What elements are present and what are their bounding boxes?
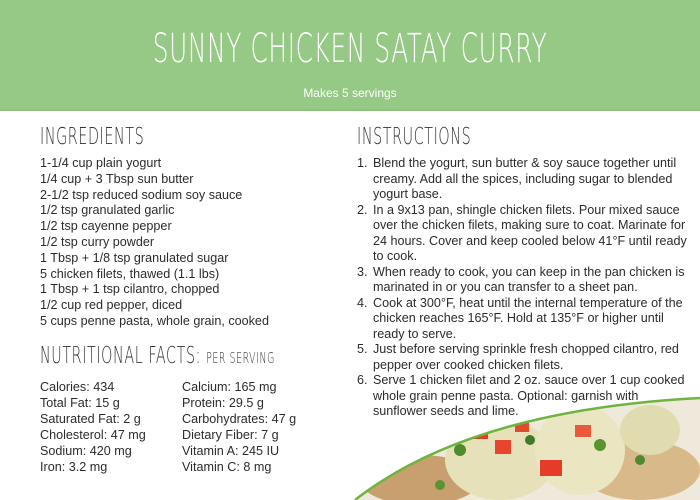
step-text: Just before serving sprinkle fresh chopp… (373, 342, 679, 372)
list-item: Vitamin C: 8 mg (182, 460, 272, 474)
ingredients-list: 1-1/4 cup plain yogurt 1/4 cup + 3 Tbsp s… (40, 156, 269, 330)
list-item: Calcium: 165 mg (182, 380, 277, 394)
step-number: 6. (357, 373, 368, 387)
list-item: Dietary Fiber: 7 g (182, 428, 279, 442)
step-number: 3. (357, 264, 368, 279)
list-item: 1 Tbsp + 1/8 tsp granulated sugar (40, 250, 229, 265)
list-item: Sodium: 420 mg (40, 444, 132, 458)
header-banner: SUNNY CHICKEN SATAY CURRY Makes 5 servin… (0, 0, 700, 111)
list-item: 1-1/4 cup plain yogurt (40, 156, 162, 170)
nutrition-heading: NUTRITIONAL FACTS: PER SERVING (40, 343, 275, 369)
instruction-step: 5. Just before serving sprinkle fresh cho… (357, 342, 687, 373)
list-item: 1/2 tsp cayenne pepper (40, 219, 172, 234)
list-item: Iron: 3.2 mg (40, 460, 108, 474)
instruction-step: 2. In a 9x13 pan, shingle chicken filets.… (357, 203, 687, 265)
nutrition-column-1: Calories: 434 Total Fat: 15 g Saturated Fa… (40, 379, 146, 475)
list-item: 1/2 cup red pepper, diced (40, 298, 183, 313)
list-item: Cholesterol: 47 mg (40, 428, 146, 442)
instruction-step: 3. When ready to cook, you can keep in th… (357, 265, 687, 296)
step-number: 5. (357, 342, 368, 356)
step-number: 1. (357, 156, 368, 170)
instruction-step: 6. Serve 1 chicken filet and 2 oz. sauce … (357, 373, 687, 420)
nutrition-column-2: Calcium: 165 mg Protein: 29.5 g Carbohydra… (182, 379, 296, 475)
servings-text: Makes 5 servings (303, 86, 397, 100)
step-text: Serve 1 chicken filet and 2 oz. sauce ov… (373, 373, 685, 418)
recipe-title: SUNNY CHICKEN SATAY CURRY (152, 26, 548, 72)
step-text: In a 9x13 pan, shingle chicken filets. P… (373, 202, 687, 264)
step-text: Cook at 300°F, heat until the internal t… (373, 295, 683, 341)
step-text: When ready to cook, you can keep in the … (373, 264, 685, 295)
list-item: 1/2 tsp curry powder (40, 234, 155, 249)
step-text: Blend the yogurt, sun butter & soy sauce… (373, 156, 677, 201)
list-item: 2-1/2 tsp reduced sodium soy sauce (40, 187, 243, 202)
list-item: Total Fat: 15 g (40, 396, 120, 410)
list-item: Calories: 434 (40, 380, 115, 394)
list-item: 1/4 cup + 3 Tbsp sun butter (40, 171, 194, 186)
list-item: Protein: 29.5 g (182, 396, 264, 410)
nutrition-title: NUTRITIONAL FACTS: (40, 343, 202, 369)
step-number: 2. (357, 202, 368, 217)
ingredients-heading: INGREDIENTS (40, 124, 145, 150)
step-number: 4. (357, 295, 368, 310)
instruction-step: 4. Cook at 300°F, heat until the internal… (357, 296, 687, 343)
list-item: Carbohydrates: 47 g (182, 412, 297, 426)
list-item: 5 cups penne pasta, whole grain, cooked (40, 313, 269, 328)
list-item: Saturated Fat: 2 g (40, 412, 141, 426)
list-item: Vitamin A: 245 IU (182, 444, 280, 458)
per-serving-label: PER SERVING (206, 349, 275, 367)
instruction-step: 1. Blend the yogurt, sun butter & soy sau… (357, 156, 687, 203)
instructions-list: 1. Blend the yogurt, sun butter & soy sau… (357, 156, 687, 420)
list-item: 5 chicken filets, thawed (1.1 lbs) (40, 266, 220, 281)
instructions-heading: INSTRUCTIONS (357, 124, 472, 150)
list-item: 1/2 tsp granulated garlic (40, 203, 175, 218)
list-item: 1 Tbsp + 1 tsp cilantro, chopped (40, 282, 220, 297)
